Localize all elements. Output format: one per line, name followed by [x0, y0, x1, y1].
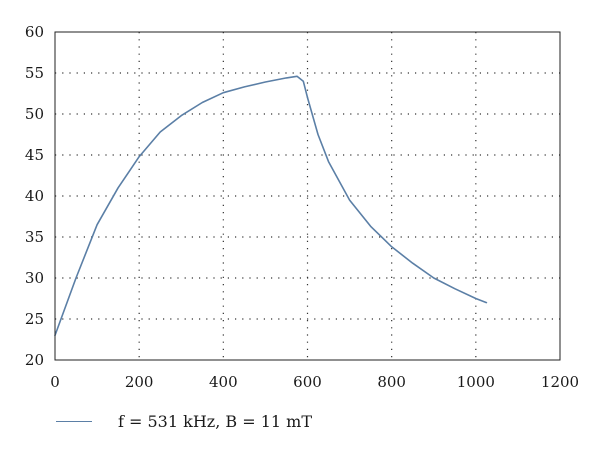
series-line-0: [54, 75, 488, 337]
legend: f = 531 kHz, B = 11 mT: [56, 412, 312, 431]
series-layer: [54, 75, 488, 337]
legend-label-series-0: f = 531 kHz, B = 11 mT: [118, 412, 312, 431]
y-tick-label: 50: [25, 105, 44, 123]
y-tick-label: 60: [25, 23, 44, 41]
x-tick-label: 800: [377, 373, 406, 391]
x-tick-label: 400: [209, 373, 238, 391]
y-tick-label: 35: [25, 228, 44, 246]
x-tick-label: 600: [293, 373, 322, 391]
x-tick-label: 1200: [541, 373, 579, 391]
x-axis-ticks: 0 200 400 600 800 1000 1200: [50, 373, 579, 391]
plot-area-frame: [54, 31, 561, 361]
y-tick-label: 30: [25, 269, 44, 287]
grid-lines: [55, 32, 560, 360]
x-tick-label: 0: [50, 373, 60, 391]
y-tick-label: 20: [25, 351, 44, 369]
y-tick-label: 40: [25, 187, 44, 205]
y-tick-label: 45: [25, 146, 44, 164]
legend-swatch: [56, 421, 92, 422]
y-tick-label: 25: [25, 310, 44, 328]
x-tick-label: 1000: [457, 373, 495, 391]
y-axis-ticks: 20 25 30 35 40 45 50 55 60: [25, 23, 44, 369]
x-tick-label: 200: [125, 373, 154, 391]
y-tick-label: 55: [25, 64, 44, 82]
